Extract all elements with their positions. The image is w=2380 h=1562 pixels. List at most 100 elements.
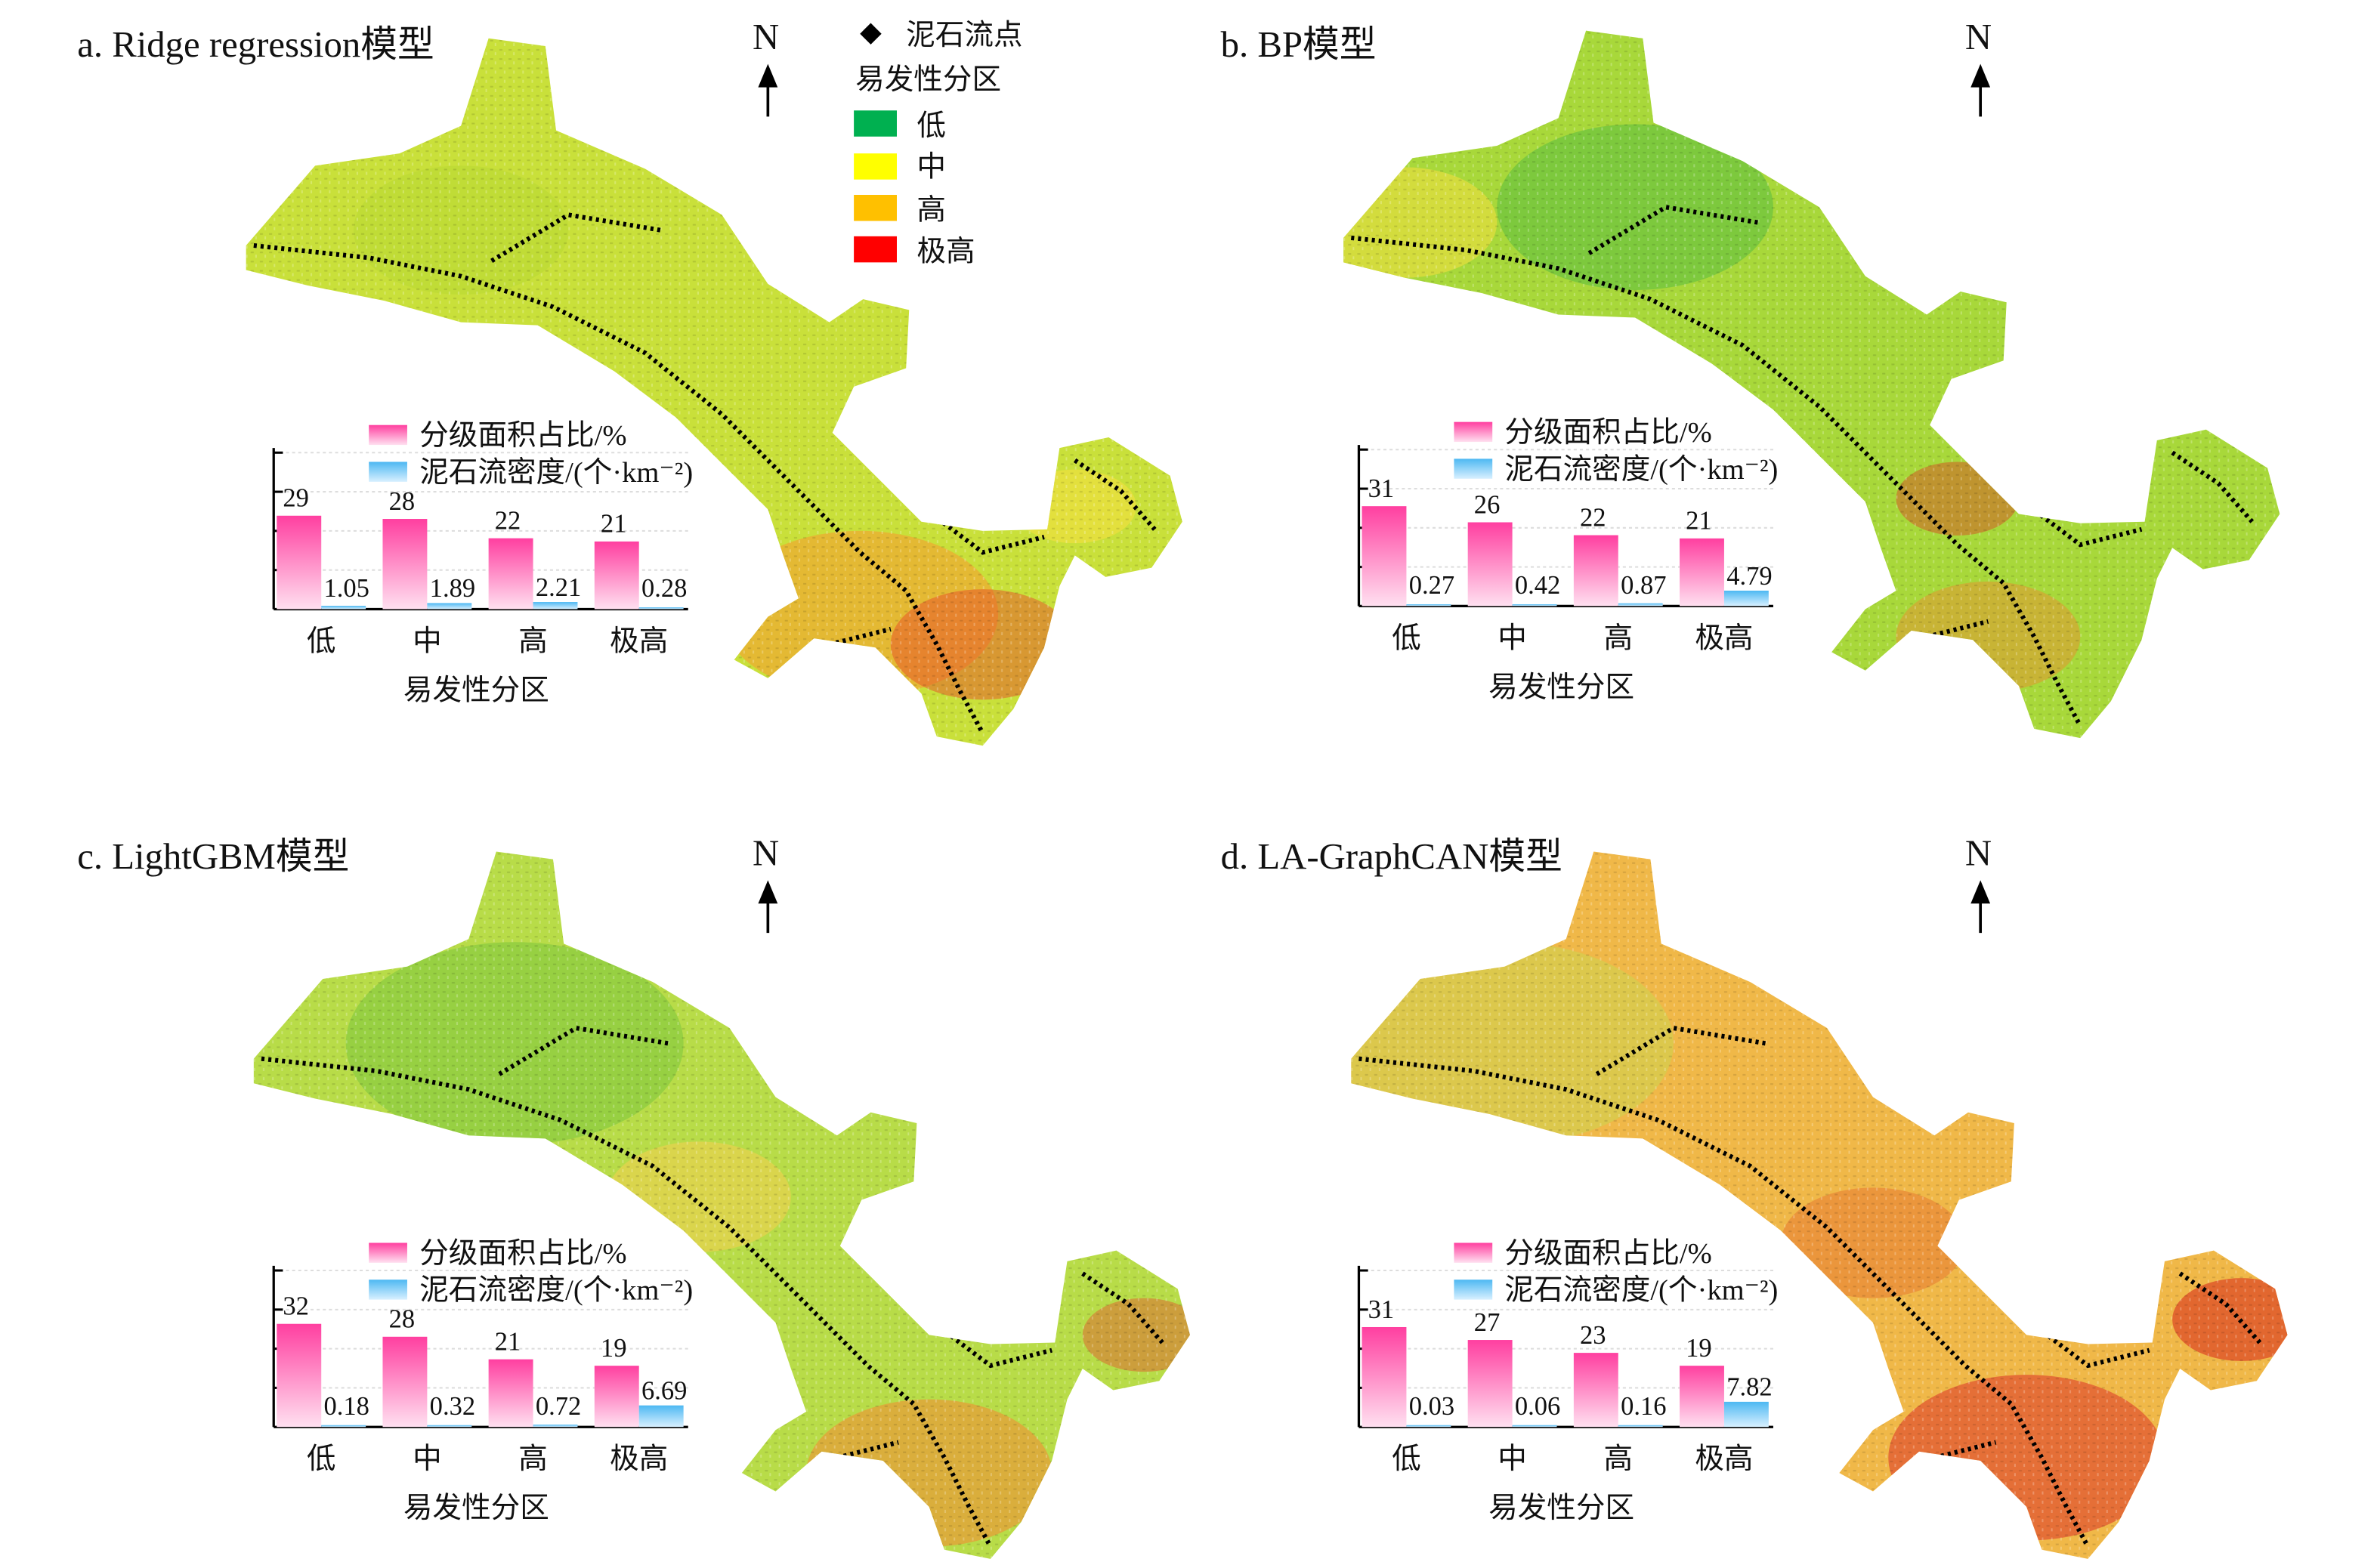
bar-density (638, 1405, 684, 1428)
value-label-density: 2.21 (536, 573, 581, 602)
debris-flow-points (261, 1025, 1164, 1548)
bar-density (533, 1425, 578, 1428)
category-tick-label: 低 (1392, 622, 1421, 654)
value-label-density: 0.18 (324, 1392, 369, 1421)
value-label-density: 0.03 (1409, 1392, 1454, 1421)
legend-label-density: 泥石流密度/(个·km⁻²) (419, 456, 693, 489)
category-tick-label: 中 (1498, 1443, 1527, 1475)
value-label-density: 0.87 (1621, 571, 1666, 600)
legend-swatch-density (369, 462, 407, 482)
value-label-area: 21 (495, 1327, 521, 1356)
category-tick-label: 极高 (610, 1443, 668, 1475)
legend-label-area: 分级面积占比/% (419, 1238, 626, 1270)
chart-panel-c: 分级面积占比/% 泥石流密度/(个·km⁻²) 32 0.18 低 28 0.32 中 21 0.… (272, 1238, 693, 1524)
value-label-density: 7.82 (1726, 1373, 1772, 1402)
legend-label-density: 泥石流密度/(个·km⁻²) (419, 1274, 693, 1307)
bar-area (382, 1336, 428, 1428)
category-tick-label: 高 (1603, 622, 1633, 654)
value-label-area: 28 (389, 487, 416, 516)
category-tick-label: 高 (518, 625, 548, 657)
panel-c-title: c. LightGBM模型 (77, 836, 349, 877)
north-arrow-a: N (753, 17, 779, 117)
north-arrow-b: N (1965, 17, 1992, 117)
legend-swatch-area (1454, 421, 1493, 443)
debris-flow-points (1358, 1025, 2262, 1548)
panel-b-title: b. BP模型 (1221, 24, 1377, 65)
x-axis-title: 易发性分区 (403, 674, 549, 706)
north-arrow-icon (758, 880, 778, 934)
bar-density (321, 606, 366, 610)
value-label-density: 1.05 (324, 574, 369, 603)
value-label-area: 26 (1474, 490, 1501, 519)
category-tick-label: 高 (1603, 1443, 1633, 1475)
x-axis-title: 易发性分区 (403, 1492, 549, 1524)
category-tick-label: 中 (1498, 622, 1527, 654)
north-arrow-icon (758, 63, 778, 117)
bar-area (488, 1359, 533, 1428)
map-panel-d (1351, 851, 2288, 1559)
bar-density (321, 1425, 366, 1428)
value-label-area: 22 (1580, 503, 1606, 532)
legend-swatch-low (854, 110, 897, 137)
bar-area (594, 541, 639, 610)
north-label: N (1965, 17, 1992, 57)
chart-panel-a: 分级面积占比/% 泥石流密度/(个·km⁻²) 29 1.05 低 28 1.89 中 22 2.… (272, 420, 693, 706)
legend-label-area: 分级面积占比/% (419, 420, 626, 452)
north-label: N (753, 17, 779, 57)
value-label-density: 0.28 (641, 574, 687, 603)
map-panel-c (253, 851, 1190, 1559)
legend-point-label: 泥石流点 (906, 20, 1022, 51)
value-label-area: 21 (601, 510, 627, 539)
category-tick-label: 极高 (1695, 622, 1753, 654)
legend-zone-title: 易发性分区 (855, 63, 1001, 96)
bar-area (1573, 1353, 1618, 1428)
bar-area (594, 1366, 639, 1428)
legend-swatch-medium (854, 153, 897, 180)
category-tick-label: 低 (307, 1443, 336, 1475)
value-label-area: 19 (601, 1334, 627, 1363)
bar-density (1618, 603, 1663, 607)
x-axis-title: 易发性分区 (1488, 1492, 1634, 1524)
legend-swatch-area (1454, 1242, 1493, 1263)
legend-swatch-density (1454, 458, 1493, 479)
legend-swatch-area (369, 1242, 407, 1263)
legend-swatch-high (854, 194, 897, 221)
value-label-density: 0.72 (536, 1392, 581, 1421)
legend-label-area: 分级面积占比/% (1504, 417, 1711, 449)
value-label-density: 6.69 (641, 1377, 687, 1406)
legend-swatch-very-high (854, 236, 897, 263)
north-arrow-icon (1970, 63, 1991, 117)
legend-swatch-density (1454, 1280, 1493, 1300)
debris-flow-point-icon (860, 23, 882, 45)
panel-d-title: d. LA-GraphCAN模型 (1221, 836, 1562, 877)
value-label-density: 0.06 (1515, 1392, 1560, 1421)
bar-area (1467, 1340, 1513, 1428)
bar-density (1406, 604, 1451, 607)
value-label-area: 32 (283, 1292, 309, 1321)
map-panel-a (246, 38, 1182, 746)
value-label-area: 31 (1368, 474, 1395, 503)
value-label-density: 0.27 (1409, 571, 1454, 600)
category-tick-label: 低 (307, 625, 336, 657)
value-label-density: 0.32 (430, 1392, 475, 1421)
north-arrow-d: N (1965, 833, 1992, 934)
bar-area (1362, 1326, 1407, 1428)
chart-panel-d: 分级面积占比/% 泥石流密度/(个·km⁻²) 31 0.03 低 27 0.06 中 23 0.… (1357, 1238, 1778, 1524)
north-arrow-icon (1970, 880, 1991, 934)
category-tick-label: 极高 (610, 625, 668, 657)
value-label-area: 21 (1686, 507, 1712, 536)
legend-label-density: 泥石流密度/(个·km⁻²) (1504, 453, 1778, 486)
bar-density (1512, 1425, 1557, 1428)
bar-density (533, 602, 578, 610)
bar-density (1512, 604, 1557, 607)
legend-label-very-high: 极高 (916, 236, 975, 267)
bar-area (277, 1323, 322, 1428)
category-tick-label: 中 (413, 1443, 442, 1475)
value-label-area: 29 (283, 484, 309, 513)
debris-flow-points (1350, 205, 2255, 727)
north-label: N (1965, 833, 1992, 874)
bar-area (1467, 522, 1513, 607)
category-tick-label: 极高 (1695, 1443, 1753, 1475)
legend-label-low: 低 (916, 110, 946, 142)
